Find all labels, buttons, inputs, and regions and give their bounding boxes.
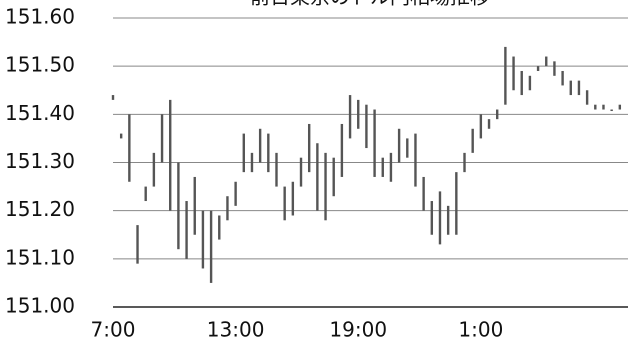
range-bar (594, 104, 597, 110)
range-bar (389, 152, 393, 182)
range-bar (332, 157, 335, 197)
y-tick-label: 151.00 (5, 294, 75, 318)
range-bar (160, 114, 164, 163)
range-bar (119, 133, 123, 139)
range-bar (512, 56, 515, 91)
range-bar (267, 133, 270, 173)
range-bar (209, 210, 213, 283)
x-tick-label: 19:00 (329, 318, 387, 342)
y-tick-label: 151.30 (5, 149, 75, 173)
range-bar (291, 181, 295, 216)
range-bar (357, 99, 360, 129)
range-bar (471, 128, 474, 153)
range-bar (618, 104, 622, 110)
range-bar (307, 123, 311, 173)
range-bar (536, 66, 540, 71)
range-bar (136, 225, 139, 264)
range-bar (193, 176, 196, 235)
range-bar (414, 133, 417, 187)
range-bar (226, 196, 229, 221)
range-bar (283, 186, 286, 221)
range-bar (520, 70, 523, 96)
range-bar (496, 109, 499, 120)
range-bar (397, 128, 401, 163)
x-tick-label: 7:00 (91, 318, 136, 342)
range-bar (365, 104, 368, 149)
range-bar (381, 157, 384, 177)
range-bar (201, 210, 205, 269)
range-bar (299, 157, 303, 187)
range-bar (177, 162, 180, 250)
range-bar (602, 104, 605, 110)
range-bar (258, 128, 262, 163)
range-bar (373, 109, 376, 177)
range-bar (242, 133, 245, 173)
range-bar (438, 191, 442, 245)
range-bar (487, 119, 491, 129)
y-tick-label: 151.10 (5, 245, 75, 269)
range-bar (553, 61, 556, 76)
range-bar (340, 123, 344, 177)
y-tick-label: 151.60 (5, 5, 75, 29)
range-bar (479, 114, 483, 139)
range-bar (348, 95, 352, 139)
range-bar (430, 201, 434, 235)
range-bar (185, 201, 188, 259)
range-bar (463, 152, 466, 173)
range-bar (250, 152, 254, 173)
range-bar (111, 95, 115, 100)
range-bar (610, 109, 613, 112)
range-bar (316, 143, 319, 211)
y-tick-label: 151.40 (5, 101, 75, 125)
range-bar (561, 70, 564, 86)
range-bar (144, 186, 147, 202)
range-bar (422, 176, 425, 211)
x-tick-label: 1:00 (458, 318, 503, 342)
x-tick-label: 13:00 (207, 318, 265, 342)
range-bar (275, 152, 278, 187)
range-bar (406, 138, 409, 158)
y-tick-label: 151.20 (5, 197, 75, 221)
range-bar (528, 75, 532, 91)
range-bar (504, 46, 507, 105)
range-bar (545, 56, 548, 67)
range-bar (455, 172, 458, 235)
range-bar (128, 114, 131, 182)
range-bar (324, 152, 327, 221)
range-bar (234, 181, 237, 206)
chart-title: 前日東京のドル円相場推移 (250, 0, 490, 9)
range-bar (569, 80, 572, 96)
range-bar (169, 99, 172, 211)
y-tick-label: 151.50 (5, 53, 75, 77)
range-bar (446, 205, 450, 235)
range-bar (577, 80, 581, 96)
range-bar (218, 215, 221, 240)
range-bar (152, 152, 156, 187)
range-bar (585, 90, 589, 105)
